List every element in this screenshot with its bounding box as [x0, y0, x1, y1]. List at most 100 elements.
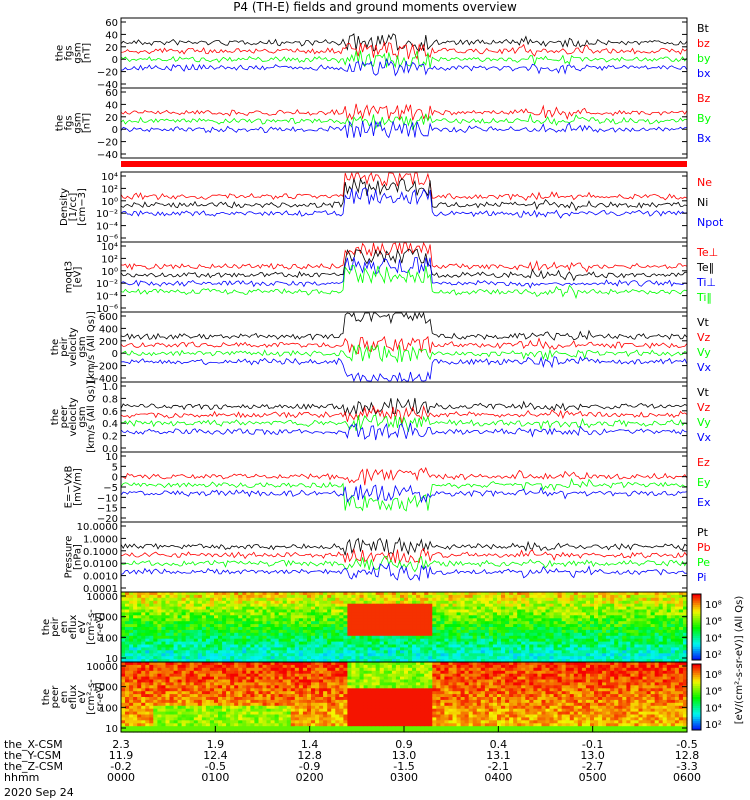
heatmap-cell	[646, 594, 652, 599]
heatmap-cell	[133, 650, 138, 654]
heatmap-cell	[185, 612, 191, 616]
heatmap-cell	[165, 653, 171, 657]
heatmap-cell	[630, 650, 635, 654]
heatmap-cell	[315, 638, 320, 643]
heatmap-cell	[230, 624, 235, 628]
heatmap-cell	[480, 606, 486, 611]
heatmap-cell	[250, 662, 255, 666]
heatmap-cell	[258, 667, 264, 672]
heatmap-cell	[658, 624, 664, 628]
heatmap-cell	[375, 612, 381, 616]
heatmap-cell	[307, 708, 312, 713]
heatmap-cell	[476, 592, 482, 596]
heatmap-cell	[238, 621, 243, 625]
heatmap-cell	[484, 615, 490, 619]
heatmap-cell	[581, 597, 587, 602]
heatmap-cell	[129, 603, 134, 608]
heatmap-cell	[165, 600, 171, 605]
heatmap-cell	[311, 653, 316, 657]
heatmap-cell	[254, 688, 259, 692]
heatmap-cell	[246, 629, 251, 634]
heatmap-cell	[339, 627, 344, 631]
heatmap-cell	[335, 720, 340, 724]
heatmap-cell	[488, 600, 494, 605]
series-line-vz	[120, 404, 688, 424]
colorbar-cell	[692, 594, 701, 597]
heatmap-cell	[404, 653, 409, 657]
heatmap-cell	[185, 600, 191, 605]
heatmap-cell	[294, 609, 300, 613]
heatmap-cell	[294, 641, 300, 646]
heatmap-cell	[581, 621, 587, 625]
heatmap-cell	[355, 653, 361, 657]
heatmap-cell	[339, 662, 344, 666]
heatmap-cell	[683, 609, 688, 613]
heatmap-cell	[197, 632, 203, 637]
heatmap-cell	[557, 653, 563, 657]
heatmap-cell	[129, 644, 134, 648]
heatmap-cell	[205, 597, 211, 602]
heatmap-cell	[533, 644, 538, 648]
heatmap-cell	[323, 720, 328, 724]
colorbar-cell	[692, 609, 701, 613]
heatmap-cell	[561, 653, 567, 657]
heatmap-cell	[594, 609, 599, 613]
heatmap-cell	[379, 632, 385, 637]
heatmap-cell	[121, 676, 126, 681]
heatmap-cell	[642, 615, 648, 619]
heatmap-cell	[626, 618, 631, 622]
heatmap-cell	[452, 606, 458, 611]
heatmap-cell	[395, 615, 401, 619]
heatmap-cell	[626, 650, 631, 654]
heatmap-cell	[557, 644, 563, 648]
heatmap-cell	[218, 627, 223, 631]
heatmap-cell	[472, 659, 478, 663]
heatmap-cell	[484, 653, 490, 657]
heatmap-cell	[359, 612, 365, 616]
heatmap-cell	[278, 597, 284, 602]
heatmap-cell	[339, 699, 344, 704]
heatmap-cell	[379, 656, 385, 660]
heatmap-cell	[561, 606, 567, 611]
heatmap-cell	[549, 597, 555, 602]
heatmap-cell	[125, 705, 130, 710]
heatmap-cell	[121, 723, 126, 727]
heatmap-cell	[678, 653, 684, 657]
heatmap-cell	[234, 676, 239, 681]
heatmap-cell	[436, 592, 441, 596]
heatmap-cell	[416, 592, 421, 596]
heatmap-cell	[242, 647, 247, 651]
heatmap-cell	[319, 594, 324, 599]
heatmap-cell	[197, 717, 203, 721]
heatmap-cell	[590, 621, 595, 625]
heatmap-cell	[618, 624, 623, 628]
heatmap-cell	[460, 641, 466, 646]
heatmap-cell	[169, 717, 175, 721]
heatmap-cell	[525, 641, 530, 646]
heatmap-cell	[189, 662, 195, 666]
heatmap-cell	[674, 592, 680, 596]
heatmap-cell	[638, 650, 644, 654]
heatmap-cell	[246, 621, 251, 625]
heatmap-cell	[145, 717, 150, 721]
heatmap-cell	[294, 635, 300, 640]
heatmap-cell	[125, 697, 130, 701]
heatmap-cell	[307, 650, 312, 654]
heatmap-cell	[602, 618, 607, 622]
legend-label: Pb	[697, 541, 711, 554]
heatmap-cell	[327, 694, 332, 698]
heatmap-cell	[347, 615, 352, 619]
heatmap-cell	[282, 662, 288, 666]
heatmap-cell	[286, 615, 292, 619]
heatmap-cell	[302, 650, 308, 654]
heatmap-cell	[129, 618, 134, 622]
heatmap-cell	[169, 711, 175, 716]
heatmap-cell	[323, 676, 328, 681]
heatmap-cell	[262, 717, 268, 721]
heatmap-cell	[412, 624, 417, 628]
heatmap-cell	[674, 612, 680, 616]
heatmap-cell	[250, 635, 255, 640]
heatmap-cell	[424, 635, 429, 640]
heatmap-cell	[141, 597, 146, 602]
heatmap-cell	[173, 632, 179, 637]
